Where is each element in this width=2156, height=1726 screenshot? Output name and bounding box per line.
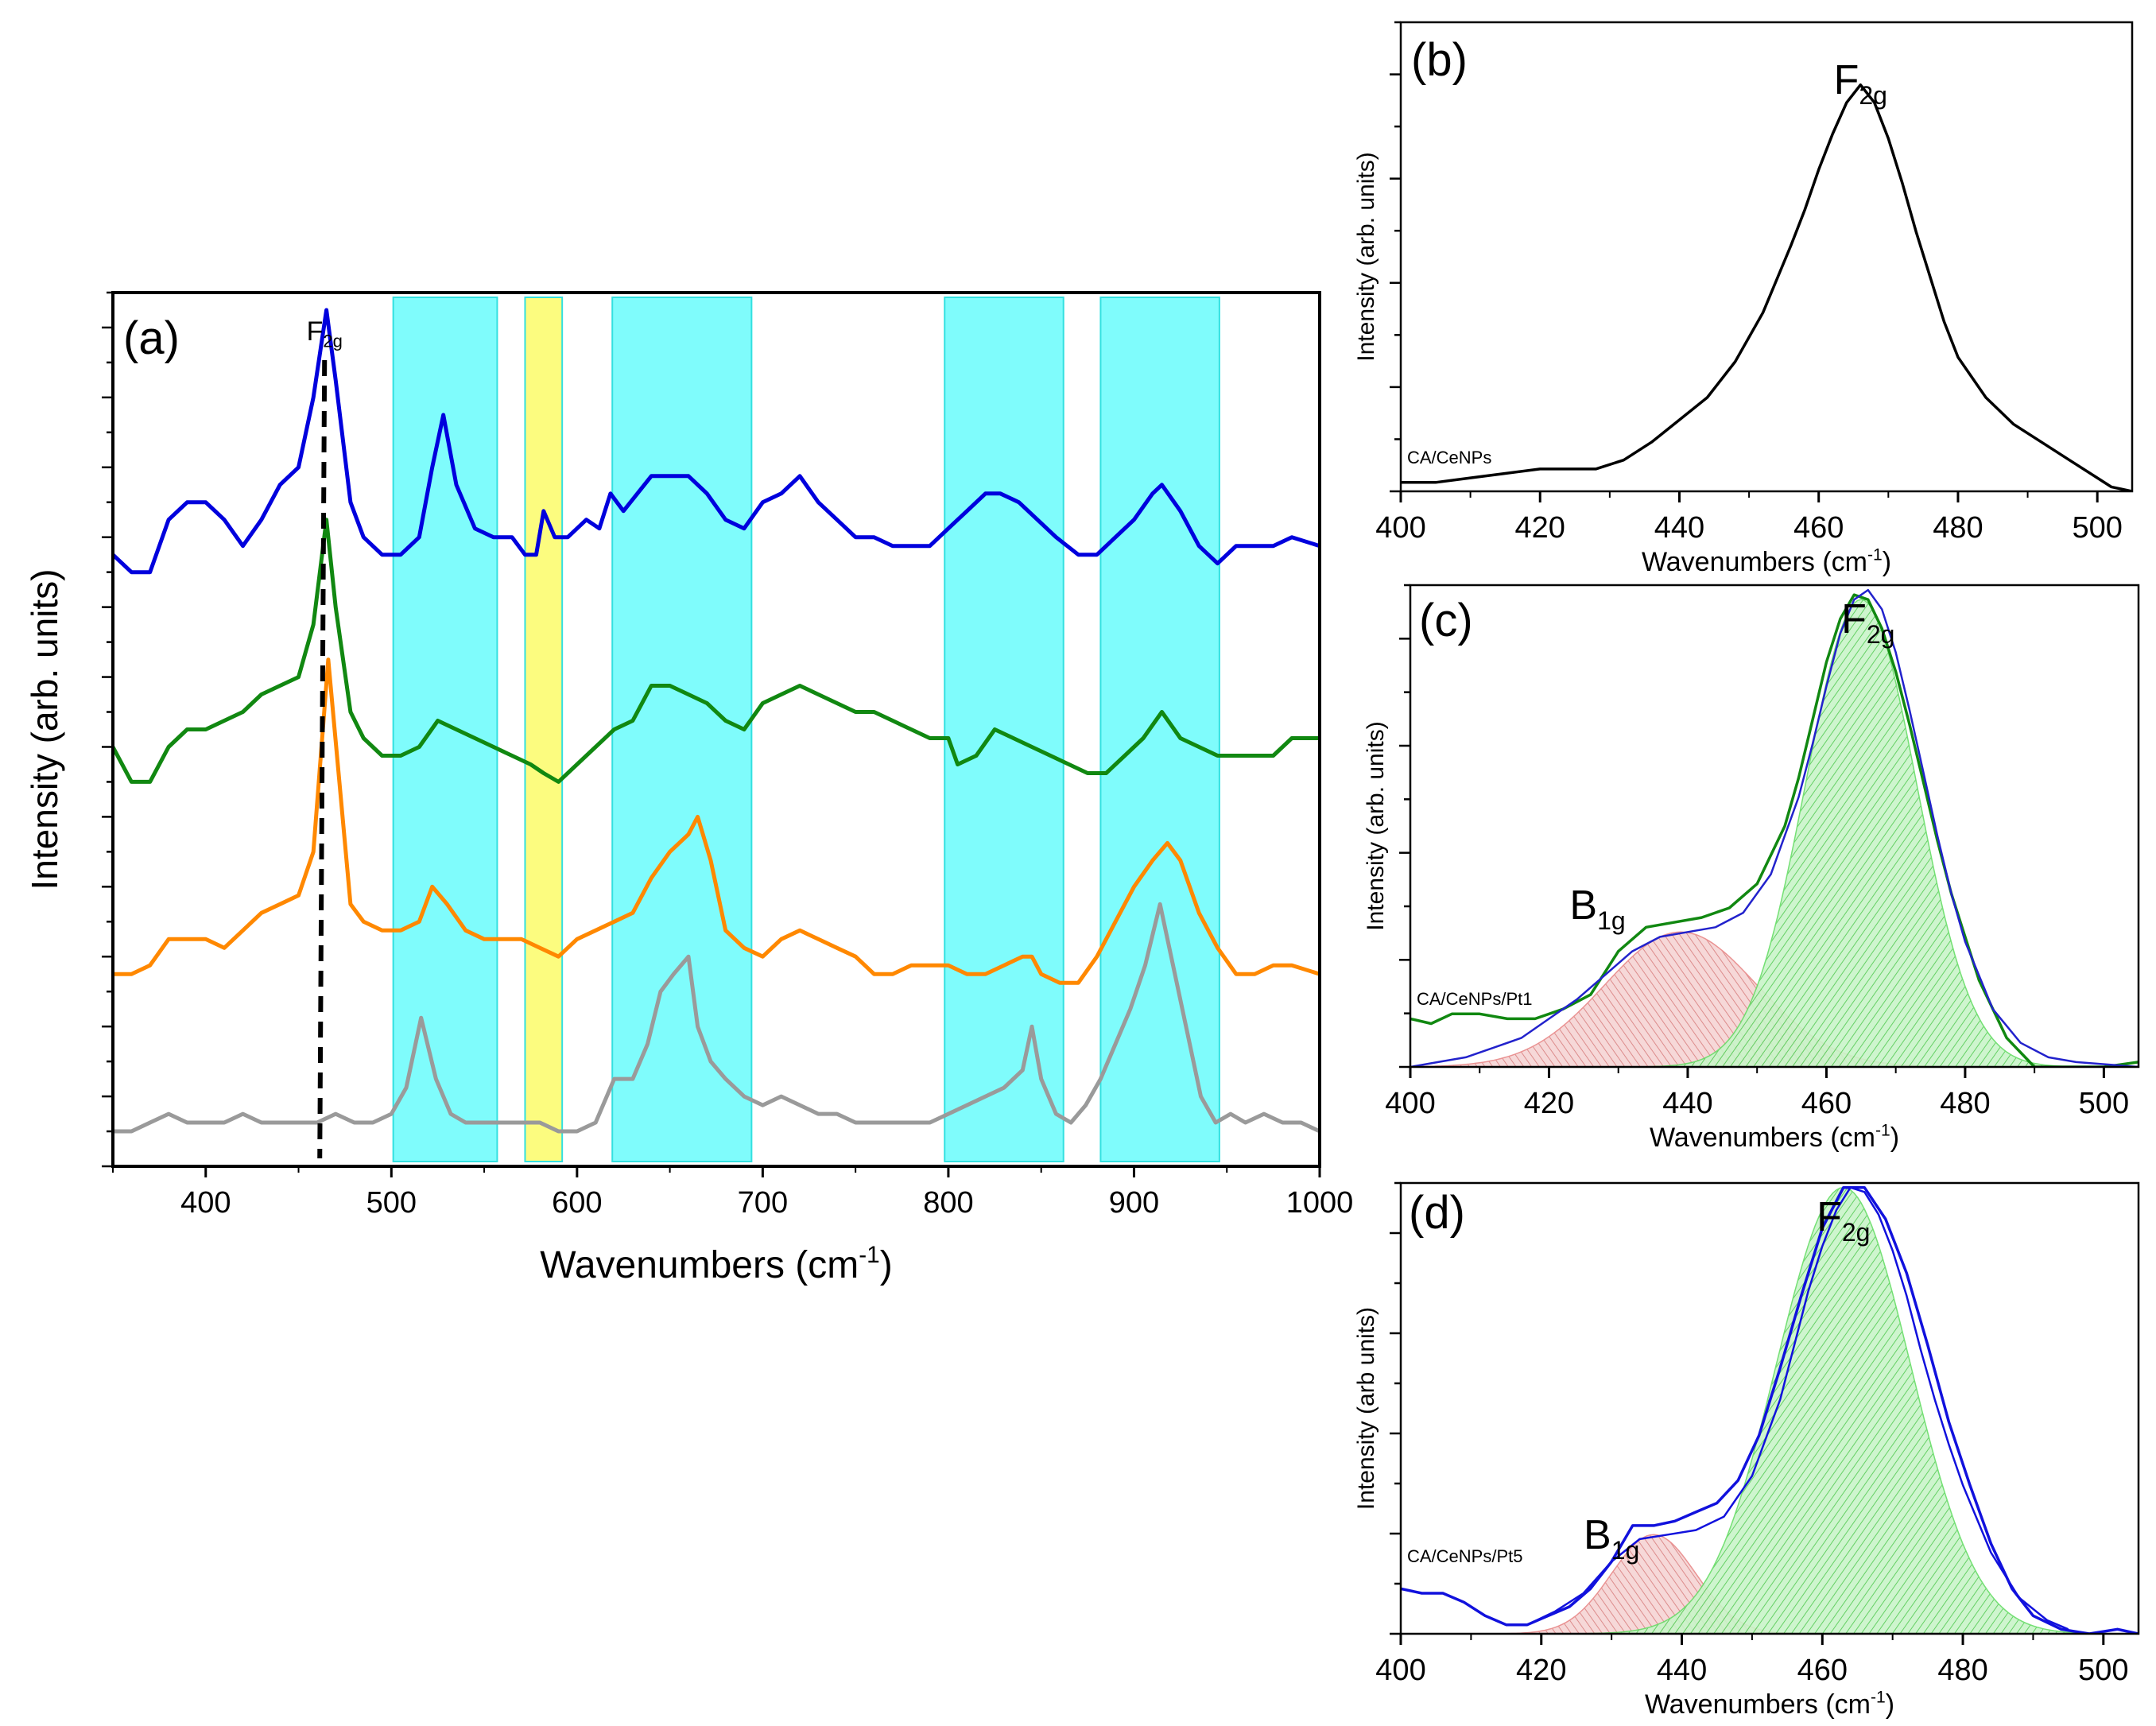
series-line-fit (1410, 588, 2139, 1067)
peak-annotation-main: B (1569, 882, 1597, 929)
x-axis-title-main: Wavenumbers (cm (1645, 1689, 1871, 1720)
plot-area (113, 297, 1320, 1162)
x-axis-title: Wavenumbers (cm-1) (1650, 1121, 1899, 1153)
peak-annotation-2g: F2g (1817, 1194, 1870, 1247)
series-line-green (113, 518, 1320, 784)
x-tick-label: 460 (1793, 511, 1844, 545)
y-axis-title: Intensity (arb. units) (1363, 721, 1389, 930)
peak-annotation-main: B (1584, 1512, 1611, 1558)
peak-annotation-2g: F2g (307, 316, 343, 351)
peak-annotation-1g: B1g (1569, 882, 1625, 935)
y-axis-title: Intensity (arb. units) (1353, 152, 1379, 361)
x-tick-label: 1000 (1286, 1186, 1354, 1220)
x-axis-title-sup: -1 (859, 1242, 879, 1268)
panel-label: (d) (1409, 1187, 1465, 1239)
shaded-band-1 (524, 297, 564, 1162)
peak-annotation-main: F (307, 316, 324, 347)
x-axis-title-main: Wavenumbers (cm (1642, 547, 1867, 577)
x-axis-title-end: ) (1886, 1689, 1894, 1720)
peak-annotation-sub: 1g (1597, 906, 1626, 935)
peak-annotation-main: F (1817, 1194, 1842, 1240)
x-tick-label: 600 (552, 1186, 602, 1220)
x-axis-title: Wavenumbers (cm-1) (1642, 545, 1891, 577)
x-tick-label: 460 (1797, 1654, 1848, 1687)
series-line-CA/CeNPs (1401, 83, 2132, 491)
series-line-fit (1526, 1186, 2069, 1631)
peak-annotation-sub: 2g (1859, 81, 1887, 110)
peak-annotation-2g: F2g (1841, 596, 1894, 649)
panel-label: (b) (1411, 34, 1468, 86)
x-tick-label: 400 (1385, 1087, 1435, 1120)
x-axis-title-sup: -1 (1871, 1688, 1886, 1706)
y-axis-title: Intensity (arb. units) (24, 569, 65, 890)
x-tick-label: 700 (738, 1186, 788, 1220)
x-tick-label: 480 (1937, 1654, 1987, 1687)
plot-frame (1399, 1181, 2140, 1635)
x-tick-label: 500 (2072, 511, 2122, 545)
series-line-gray (113, 902, 1320, 1134)
panel-label: (c) (1419, 595, 1473, 646)
peak-annotation-sub: 2g (323, 332, 342, 351)
x-tick-label: 480 (1933, 511, 1983, 545)
x-tick-label: 420 (1515, 511, 1565, 545)
x-axis-title-end: ) (1890, 1123, 1899, 1153)
x-tick-label: 800 (923, 1186, 973, 1220)
peak-annotation-2g: F2g (1834, 57, 1887, 110)
x-tick-label: 500 (2078, 1654, 2128, 1687)
x-tick-label: 900 (1109, 1186, 1159, 1220)
x-tick-label: 440 (1662, 1087, 1712, 1120)
x-tick-label: 400 (180, 1186, 231, 1220)
sample-label: CA/CeNPs/Pt5 (1407, 1546, 1523, 1566)
shaded-band-4 (1099, 297, 1220, 1162)
peak-annotation-sub: 1g (1611, 1536, 1640, 1565)
x-axis-title: Wavenumbers (cm-1) (1645, 1688, 1894, 1720)
dashed-peak-marker (317, 359, 328, 1159)
x-axis-title-sup: -1 (1867, 545, 1883, 564)
x-axis-title-end: ) (880, 1244, 893, 1286)
x-tick-label: 400 (1375, 511, 1425, 545)
x-tick-label: 480 (1940, 1087, 1990, 1120)
peak-annotation-main: F (1834, 57, 1859, 103)
plot-frame (111, 291, 1321, 1168)
peak-annotation-1g: B1g (1584, 1512, 1639, 1565)
shaded-band-2 (611, 297, 753, 1162)
x-tick-label: 460 (1801, 1087, 1852, 1120)
panel-d: 400 420 440 460 480 500 Wavenumbers (cm-1) Inte… (1353, 1181, 2140, 1720)
x-tick-label: 420 (1516, 1654, 1566, 1687)
x-axis-title-main: Wavenumbers (cm (1650, 1123, 1875, 1153)
x-tick-label: 500 (2079, 1087, 2129, 1120)
sample-label: CA/CeNPs (1407, 448, 1491, 467)
panel-b: 400 420 440 460 480 500 Wavenumbers (cm-1) Inte… (1353, 21, 2134, 577)
shaded-band-0 (392, 297, 498, 1162)
sample-label: CA/CeNPs/Pt1 (1417, 989, 1533, 1009)
peak-fit-F2g (1638, 599, 2084, 1067)
shaded-band-3 (944, 297, 1064, 1162)
x-tick-label: 400 (1375, 1654, 1425, 1687)
x-axis-title-main: Wavenumbers (cm (540, 1244, 859, 1286)
plot-area (1401, 1185, 2139, 1634)
x-tick-label: 440 (1657, 1654, 1707, 1687)
plot-area (1401, 83, 2132, 491)
peak-annotation-main: F (1841, 596, 1867, 642)
plot-frame (1399, 21, 2134, 493)
x-axis-title-end: ) (1883, 547, 1891, 577)
x-tick-label: 500 (366, 1186, 417, 1220)
series-line-blue (113, 308, 1320, 575)
x-tick-label: 440 (1654, 511, 1704, 545)
panel-a: 400 500 600 700 800 900 1000 Wavenumbers (cm-1)… (24, 291, 1354, 1286)
y-axis-title: Intensity (arb units) (1353, 1307, 1379, 1510)
x-tick-label: 420 (1524, 1087, 1574, 1120)
peak-annotation-sub: 2g (1842, 1218, 1871, 1247)
series-line-measured (1401, 1185, 2139, 1634)
panel-c: 400 420 440 460 480 500 Wavenumbers (cm-1) Inte… (1363, 584, 2140, 1153)
x-axis-title: Wavenumbers (cm-1) (540, 1242, 892, 1286)
plot-frame (1409, 584, 2140, 1069)
plot-area (1410, 588, 2139, 1067)
panel-label: (a) (123, 312, 180, 364)
peak-annotation-sub: 2g (1867, 620, 1895, 649)
x-axis-title-sup: -1 (1875, 1121, 1890, 1139)
